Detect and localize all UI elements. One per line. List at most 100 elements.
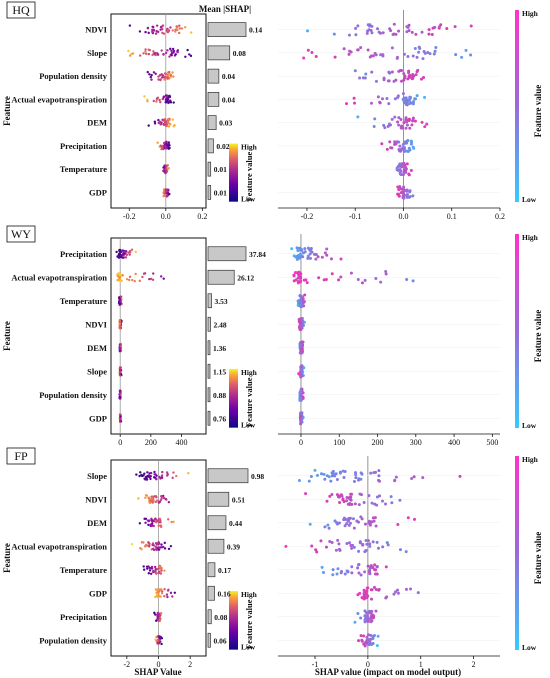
left-shap-point	[150, 523, 153, 526]
left-shap-point	[156, 615, 159, 618]
left-colorbar-low: Low	[241, 195, 256, 204]
right-shap-point	[364, 72, 368, 76]
left-shap-point	[118, 302, 122, 305]
left-shap-point	[169, 101, 173, 104]
left-shap-point	[159, 275, 163, 278]
left-shap-point	[149, 277, 153, 281]
mean-shap-value: 37.84	[249, 250, 266, 259]
left-shap-point	[159, 546, 162, 549]
right-shap-point	[356, 520, 360, 524]
left-shap-point	[148, 544, 151, 547]
left-shap-point	[152, 29, 156, 32]
right-shap-point	[414, 73, 418, 77]
left-shap-point	[163, 594, 166, 598]
right-shap-point	[366, 594, 370, 598]
right-shap-point	[290, 247, 294, 251]
left-shap-point	[183, 26, 187, 29]
right-colorbar-high: High	[522, 9, 539, 18]
right-shap-point	[314, 257, 318, 261]
left-shap-point	[154, 517, 157, 520]
right-shap-point	[299, 365, 303, 369]
right-shap-point	[386, 124, 390, 128]
left-shap-point	[151, 542, 155, 545]
left-shap-point	[149, 572, 153, 576]
right-tick-label: 2	[472, 660, 476, 669]
left-shap-point	[152, 547, 155, 550]
left-shap-point	[146, 99, 149, 103]
left-shap-point	[121, 256, 125, 259]
right-shap-point	[430, 33, 434, 37]
mean-shap-value: 0.06	[213, 636, 226, 645]
panel-label-box	[6, 447, 36, 465]
right-shap-point	[365, 542, 369, 546]
right-shap-point	[409, 169, 413, 173]
right-tick-label: 0	[366, 660, 370, 669]
left-shap-point	[148, 569, 152, 572]
feature-label: Actual evapotranspiration	[11, 541, 107, 551]
left-shap-point	[146, 70, 149, 74]
right-shap-point	[349, 544, 353, 548]
left-shap-point	[144, 517, 148, 520]
right-tick-label: 300	[410, 438, 422, 447]
right-shap-point	[402, 150, 406, 154]
left-shap-point	[159, 78, 162, 82]
left-shap-point	[154, 72, 157, 75]
left-shap-point	[170, 520, 173, 524]
left-tick-label: -0.2	[123, 212, 136, 221]
left-shap-point	[161, 74, 165, 77]
right-shap-point	[328, 494, 332, 498]
right-shap-point	[408, 189, 412, 193]
right-shap-point	[357, 639, 361, 643]
right-shap-point	[365, 635, 369, 639]
left-shap-point	[157, 612, 160, 616]
right-shap-point	[421, 57, 425, 61]
right-shap-point	[419, 77, 423, 81]
right-shap-point	[356, 563, 360, 567]
right-shap-point	[343, 572, 347, 576]
right-shap-point	[303, 293, 307, 297]
left-colorbar-title: Feature value	[244, 377, 254, 427]
right-shap-point	[336, 567, 340, 571]
left-shap-point	[154, 32, 158, 35]
right-shap-point	[432, 52, 436, 56]
right-shap-point	[380, 499, 384, 503]
right-shap-point	[364, 539, 368, 543]
left-shap-point	[157, 524, 160, 527]
right-shap-point	[365, 31, 369, 35]
mean-shap-value: 0.44	[229, 519, 242, 528]
right-shap-point	[348, 516, 352, 520]
right-shap-point	[300, 411, 304, 415]
left-shap-point	[160, 543, 163, 546]
right-shap-point	[346, 570, 350, 574]
left-shap-point	[169, 544, 173, 548]
right-shap-point	[427, 32, 431, 36]
left-shap-point	[142, 541, 145, 544]
right-shap-point	[360, 472, 364, 476]
right-shap-point	[349, 50, 353, 54]
right-shap-point	[368, 544, 372, 548]
left-shap-point	[167, 588, 170, 592]
right-shap-point	[362, 642, 366, 646]
left-shap-point	[148, 277, 151, 281]
left-shap-point	[162, 76, 166, 79]
right-shap-point	[343, 524, 347, 528]
right-shap-point	[322, 472, 326, 476]
left-shap-point	[156, 52, 159, 55]
right-shap-point	[401, 191, 405, 195]
right-shap-point	[423, 51, 427, 55]
left-shap-point	[154, 500, 157, 504]
right-shap-point	[404, 194, 408, 198]
mean-shap-bar	[207, 115, 217, 130]
left-shap-point	[166, 28, 170, 32]
left-shap-point	[159, 612, 163, 615]
left-shap-point	[152, 50, 155, 53]
right-shap-point	[330, 272, 334, 276]
right-shap-point	[389, 29, 393, 33]
feature-label: Slope	[87, 366, 107, 376]
right-shap-point	[309, 249, 313, 253]
right-shap-point	[390, 70, 394, 74]
right-shap-point	[360, 281, 364, 285]
right-shap-point	[299, 279, 303, 283]
right-shap-point	[411, 279, 415, 283]
